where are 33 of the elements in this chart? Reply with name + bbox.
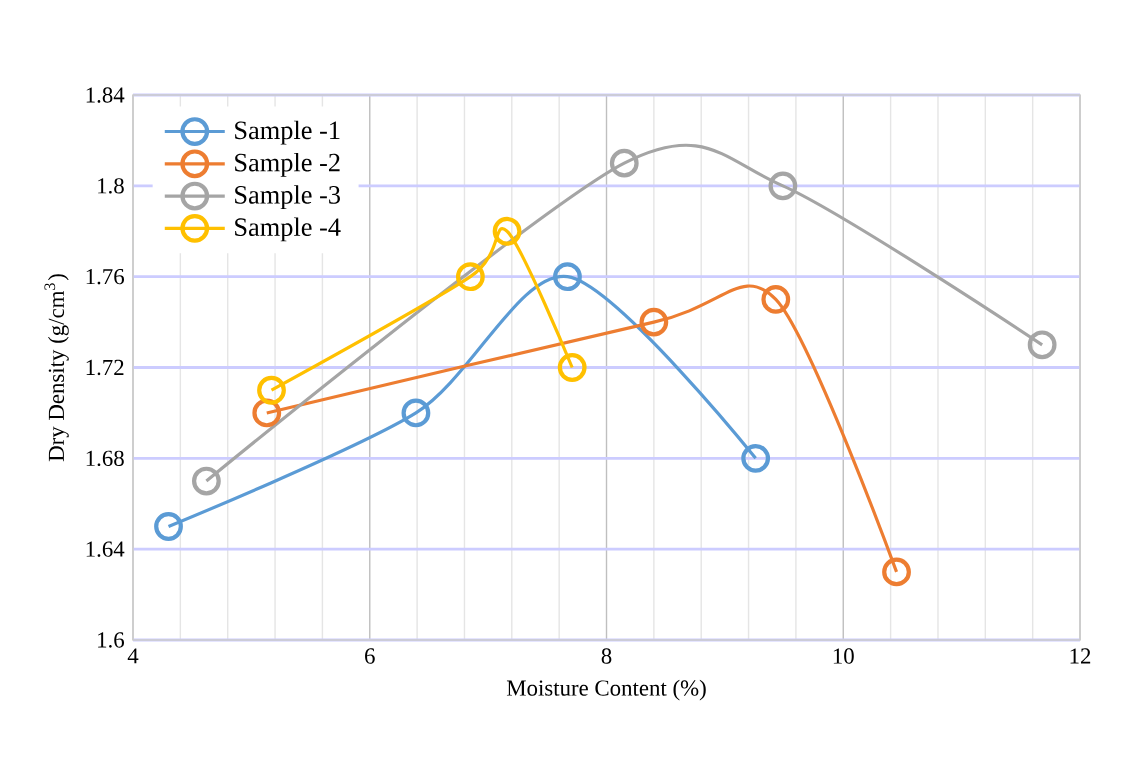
y-tick-label: 1.6 <box>98 632 125 648</box>
legend-label: Sample -4 <box>235 217 341 242</box>
x-axis-title: Moisture Content (%) <box>506 679 706 701</box>
x-tick-label: 12 <box>1070 648 1091 664</box>
point <box>609 148 639 178</box>
point <box>768 171 798 201</box>
point <box>557 353 587 382</box>
y-tick-label: 1.72 <box>86 359 124 376</box>
legend-label: Sample -2 <box>235 152 340 177</box>
point <box>761 284 791 314</box>
y-tick-label: 1.8 <box>98 178 124 194</box>
x-tick-label: 4 <box>127 648 139 664</box>
point <box>191 466 221 496</box>
legend-label: Sample -1 <box>235 120 340 145</box>
point <box>492 216 522 246</box>
legend-label: Sample -3 <box>235 185 340 210</box>
y-tick-label: 1.68 <box>86 450 124 467</box>
y-tick-label: 1.64 <box>86 541 125 557</box>
y-axis-title: Dry Density (g/cm$^{3}$) <box>44 274 69 462</box>
point <box>553 262 582 292</box>
point <box>741 443 771 473</box>
x-tick-label: 6 <box>365 648 375 664</box>
point <box>882 557 911 587</box>
point <box>257 375 286 405</box>
x-tick-label: 8 <box>601 648 612 664</box>
x-tick-label: 10 <box>833 648 854 664</box>
point <box>401 398 431 428</box>
y-tick-label: 1.84 <box>86 87 125 103</box>
point <box>455 262 485 292</box>
point <box>154 512 183 541</box>
point <box>639 307 669 337</box>
y-tick-label: 1.76 <box>86 268 125 285</box>
point <box>1027 330 1057 360</box>
